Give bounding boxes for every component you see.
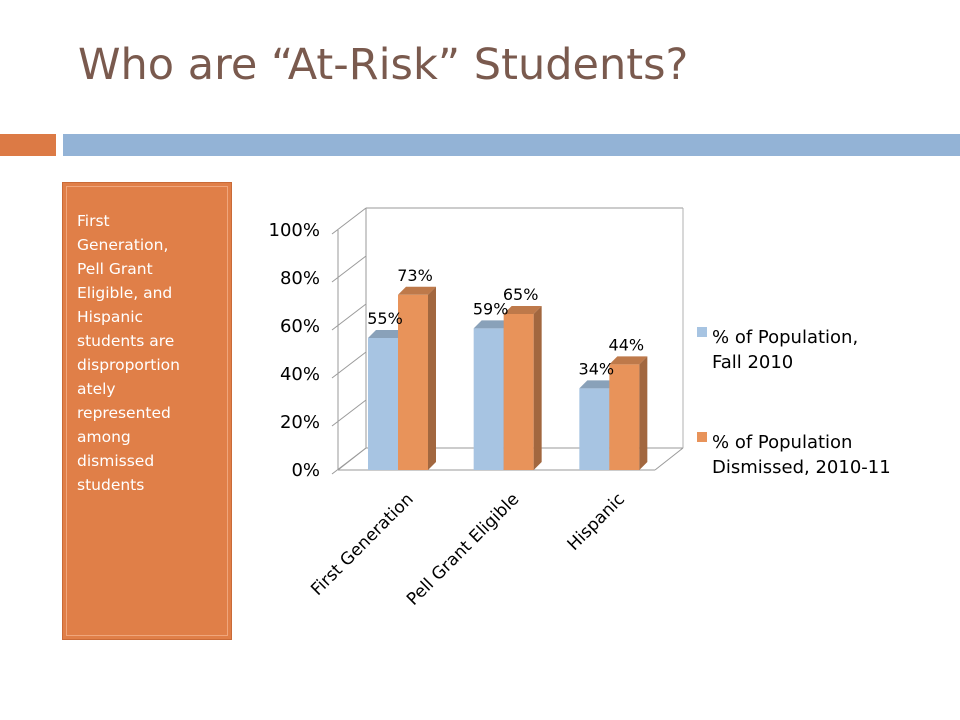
bar-front [368, 338, 398, 470]
bar-top [579, 380, 618, 389]
bar-front [398, 294, 428, 470]
y-tick-label: 20% [280, 412, 320, 433]
x-category-label: First Generation [307, 489, 417, 599]
bar-front [609, 364, 640, 470]
legend-label: % of Population, [712, 327, 858, 348]
bar-data-label: 65% [503, 285, 539, 304]
y-tick-label: 60% [280, 316, 320, 337]
legend-swatch [697, 432, 707, 442]
sidebar-callout-text: First Generation, Pell Grant Eligible, a… [77, 212, 180, 494]
bar-top [473, 320, 512, 329]
bar-side [533, 306, 542, 470]
title-rule-accent [0, 134, 56, 156]
chart-bars [368, 286, 648, 470]
bar-data-label: 44% [609, 335, 645, 354]
x-category-label: Pell Grant Eligible [403, 489, 523, 609]
bar-front [579, 388, 610, 470]
floor-right-edge [654, 447, 684, 471]
chart-legend: % of Population, Fall 2010 % of Population… [697, 327, 891, 478]
legend-label: Fall 2010 [712, 352, 793, 373]
bar-top [503, 306, 542, 314]
bar-data-label: 34% [579, 359, 615, 378]
y-tick-mark [331, 351, 367, 379]
bar-front [473, 328, 504, 470]
x-category-label: Hispanic [564, 489, 629, 554]
y-tick-mark [331, 207, 367, 235]
bar-data-label: 59% [473, 299, 509, 318]
bar-data-label: 55% [367, 309, 403, 328]
title-rule-bar [63, 134, 960, 156]
bar-side [639, 356, 648, 470]
slide-title: Who are “At-Risk” Students? [78, 40, 689, 90]
bar-top [609, 356, 648, 365]
bar-data-label: 73% [397, 266, 433, 285]
legend-swatch [697, 327, 707, 337]
y-tick-label: 0% [291, 460, 320, 481]
y-tick-mark [331, 255, 367, 283]
legend-label: % of Population [712, 432, 852, 453]
sidebar-callout-frame [66, 186, 228, 636]
y-tick-label: 40% [280, 364, 320, 385]
bar-top [368, 330, 406, 338]
y-tick-mark [331, 447, 367, 475]
sidebar-callout: First Generation, Pell Grant Eligible, a… [62, 182, 232, 640]
bar-side [428, 286, 436, 470]
y-tick-mark [331, 399, 367, 427]
y-tick-label: 100% [269, 220, 320, 241]
legend-label: Dismissed, 2010-11 [712, 457, 891, 478]
bar-top [398, 286, 436, 295]
bar-front [503, 314, 534, 470]
y-tick-label: 80% [280, 268, 320, 289]
y-tick-mark [331, 303, 367, 331]
